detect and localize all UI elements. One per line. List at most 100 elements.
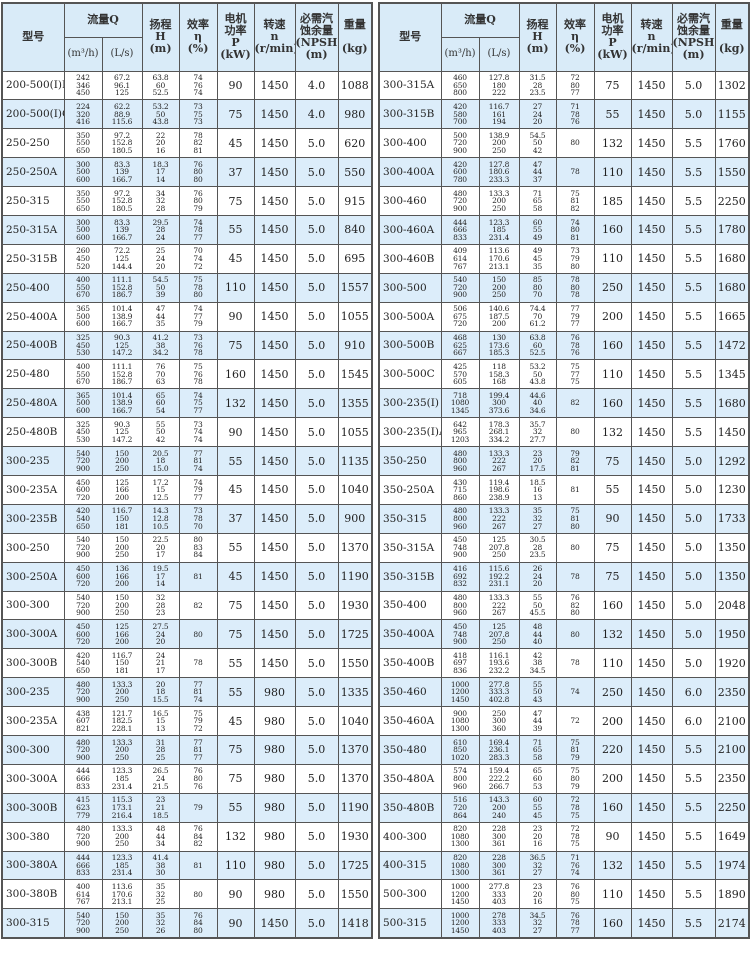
table-row: 500-315 1000 1200 1450 278 333 403 34.5 32 … [378, 908, 750, 939]
cell-model: 350-460A [378, 706, 442, 736]
cell-efficiency: 77 79 77 [555, 301, 595, 332]
cell-efficiency: 76 84 80 [178, 908, 218, 939]
cell-model: 250-250 [1, 128, 65, 159]
cell-speed: 1450 [253, 99, 296, 130]
cell-head: 31.5 28 23.5 [518, 70, 557, 101]
cell-efficiency: 76 84 82 [178, 821, 218, 852]
cell-speed: 980 [253, 879, 296, 910]
cell-model: 300-500 [378, 272, 442, 303]
table-row: 300-300A 444 666 833 123.3 185 231.4 26.5 2… [1, 763, 373, 794]
cell-head: 47 44 35 [141, 301, 180, 332]
cell-head: 41.2 38 34.2 [141, 330, 180, 361]
cell-flow-m3h: 506 675 720 [440, 301, 480, 332]
cell-head: 22.5 20 17 [141, 532, 180, 563]
cell-flow-m3h: 300 500 600 [63, 214, 103, 245]
table-row: 350-315 480 800 960 133.3 222 267 35 32 27 7… [378, 503, 750, 534]
cell-flow-ls: 116.7 161 194 [478, 99, 520, 130]
cell-motor-power: 160 [593, 214, 632, 245]
cell-motor-power: 45 [216, 243, 255, 274]
cell-speed: 1450 [630, 417, 673, 448]
table-row: 350-480B 516 720 864 143.3 200 240 60 55 45… [378, 792, 750, 823]
cell-flow-m3h: 480 800 960 [440, 446, 480, 476]
cell-head: 54.5 50 39 [141, 272, 180, 303]
table-row: 300-315A 460 650 800 127.8 180 222 31.5 28 … [378, 70, 750, 101]
cell-head: 17.2 15 12.5 [141, 474, 180, 505]
cell-head: 20.5 18 15.0 [141, 446, 180, 476]
cell-speed: 1450 [253, 648, 296, 679]
cell-motor-power: 75 [593, 446, 632, 476]
cell-motor-power: 220 [593, 734, 632, 765]
cell-head: 25 24 20 [141, 243, 180, 274]
cell-flow-ls: 111.1 152.8 186.7 [101, 359, 143, 390]
cell-npsh: 5.5 [671, 734, 716, 765]
cell-flow-ls: 136 166 200 [101, 561, 143, 592]
cell-motor-power: 132 [593, 850, 632, 881]
cell-motor-power: 45 [216, 474, 255, 505]
cell-head: 32 28 23 [141, 590, 180, 621]
cell-efficiency: 71 78 76 [555, 99, 595, 130]
cell-model: 300-500C [378, 359, 442, 390]
cell-flow-m3h: 350 550 650 [63, 128, 103, 159]
cell-head: 29.5 28 24 [141, 214, 180, 245]
cell-flow-m3h: 574 800 960 [440, 763, 480, 794]
cell-efficiency: 74 75 77 [178, 388, 218, 419]
cell-npsh: 5.0 [671, 474, 716, 505]
cell-npsh: 5.5 [671, 301, 716, 332]
cell-head: 71 65 58 [518, 186, 557, 216]
header-weight: 重量 (kg) [714, 2, 750, 72]
cell-speed: 1450 [630, 734, 673, 765]
table-row: 250-315B 260 450 520 72.2 125 144.4 25 24 2… [1, 243, 373, 274]
cell-motor-power: 45 [216, 706, 255, 736]
table-row: 250-480B 325 450 530 90.3 125 147.2 55 50 4… [1, 417, 373, 448]
cell-efficiency: 75 81 82 [555, 186, 595, 216]
cell-flow-ls: 133.3 200 250 [101, 677, 143, 708]
cell-weight: 2174 [714, 908, 750, 939]
cell-model: 350-250 [378, 446, 442, 476]
cell-npsh: 5.0 [294, 417, 339, 448]
cell-npsh: 5.0 [294, 301, 339, 332]
table-row: 350-480 610 850 1020 169.4 236.1 283.3 71 6… [378, 734, 750, 765]
cell-motor-power: 75 [593, 561, 632, 592]
cell-model: 250-480A [1, 388, 65, 419]
cell-flow-ls: 228 300 361 [478, 821, 520, 852]
table-row: 300-315 540 720 900 150 200 250 35 32 26 76 … [1, 908, 373, 939]
cell-flow-m3h: 480 800 960 [440, 590, 480, 621]
cell-flow-m3h: 224 320 416 [63, 99, 103, 130]
cell-flow-ls: 111.1 152.8 186.7 [101, 272, 143, 303]
cell-flow-ls: 67.2 96.1 125 [101, 70, 143, 101]
cell-npsh: 5.5 [671, 272, 716, 303]
cell-efficiency: 80 [555, 417, 595, 448]
table-row: 250-315 350 550 650 97.2 152.8 180.5 34 32 … [1, 186, 373, 216]
cell-head: 53.2 50 43.8 [141, 99, 180, 130]
cell-efficiency: 76 80 75 [555, 879, 595, 910]
cell-efficiency: 76 82 80 [555, 590, 595, 621]
cell-efficiency: 75 77 75 [555, 359, 595, 390]
cell-head: 41.4 38 30 [141, 850, 180, 881]
cell-npsh: 5.0 [671, 532, 716, 563]
cell-weight: 2100 [714, 706, 750, 736]
cell-efficiency: 75 81 80 [555, 503, 595, 534]
cell-npsh: 5.5 [671, 186, 716, 216]
cell-head: 36.5 32 27 [518, 850, 557, 881]
cell-flow-m3h: 480 800 960 [440, 503, 480, 534]
cell-motor-power: 55 [216, 792, 255, 823]
cell-motor-power: 75 [216, 763, 255, 794]
cell-weight: 1733 [714, 503, 750, 534]
cell-flow-m3h: 400 550 670 [63, 359, 103, 390]
cell-flow-ls: 115.3 173.1 216.4 [101, 792, 143, 823]
cell-motor-power: 75 [216, 99, 255, 130]
header-speed: 转速 n (r/min) [253, 2, 296, 72]
table-row: 350-315A 450 748 900 125 207.8 250 30.5 28 … [378, 532, 750, 563]
cell-model: 300-250 [1, 532, 65, 563]
cell-flow-m3h: 820 1080 1300 [440, 821, 480, 852]
cell-npsh: 5.0 [294, 272, 339, 303]
cell-flow-ls: 159.4 222.2 266.7 [478, 763, 520, 794]
header-model: 型号 [1, 2, 65, 72]
cell-speed: 1450 [253, 532, 296, 563]
cell-weight: 1950 [714, 619, 750, 650]
cell-head: 47 44 37 [518, 157, 557, 188]
cell-weight: 1335 [337, 677, 373, 708]
table-row: 300-380B 400 614 767 113.6 170.6 213.1 35 3… [1, 879, 373, 910]
cell-efficiency: 71 76 74 [555, 850, 595, 881]
cell-motor-power: 55 [216, 532, 255, 563]
